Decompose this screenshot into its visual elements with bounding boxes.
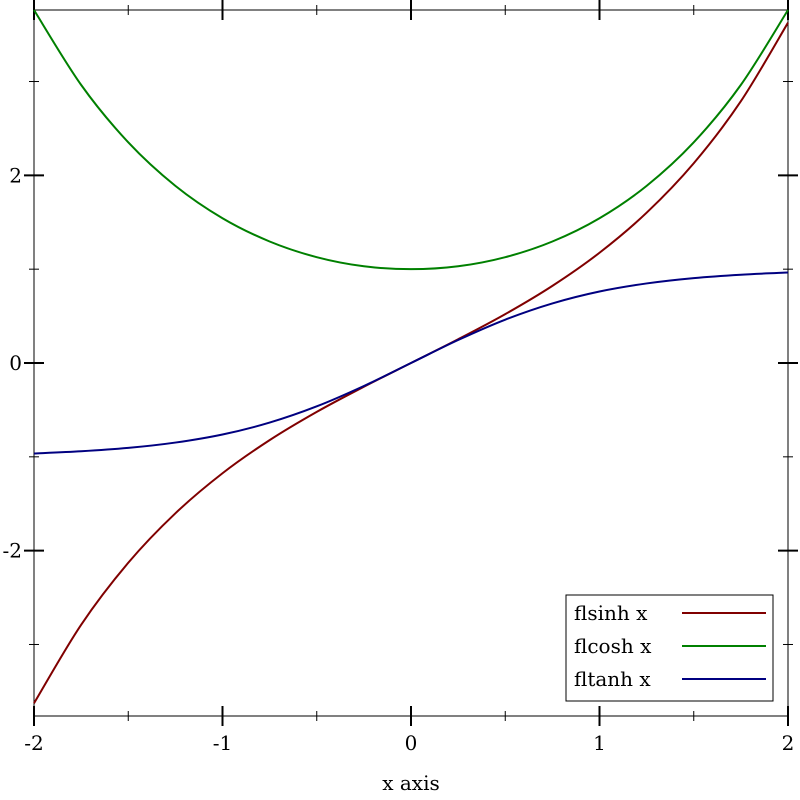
x-tick-label: -2 xyxy=(24,731,43,755)
x-axis-title: x axis xyxy=(382,771,440,795)
axis-ticks xyxy=(24,0,798,726)
tick-labels: -2 -1 0 1 2 -2 0 2 xyxy=(3,163,795,755)
x-tick-label: 2 xyxy=(782,731,795,755)
y-tick-label: 2 xyxy=(9,163,22,187)
series-line-flcosh-x xyxy=(33,9,789,271)
x-tick-label: 0 xyxy=(405,731,418,755)
y-tick-label: 0 xyxy=(9,351,22,375)
series-line-fltanh-x xyxy=(33,271,789,455)
legend-label: fltanh x xyxy=(574,667,651,691)
legend-label: flsinh x xyxy=(574,601,648,625)
legend: flsinh x flcosh x fltanh x xyxy=(565,594,774,702)
legend-label: flcosh x xyxy=(574,634,652,658)
x-tick-label: -1 xyxy=(213,731,232,755)
series-lines xyxy=(33,9,789,704)
y-tick-label: -2 xyxy=(3,539,22,563)
x-tick-label: 1 xyxy=(593,731,606,755)
